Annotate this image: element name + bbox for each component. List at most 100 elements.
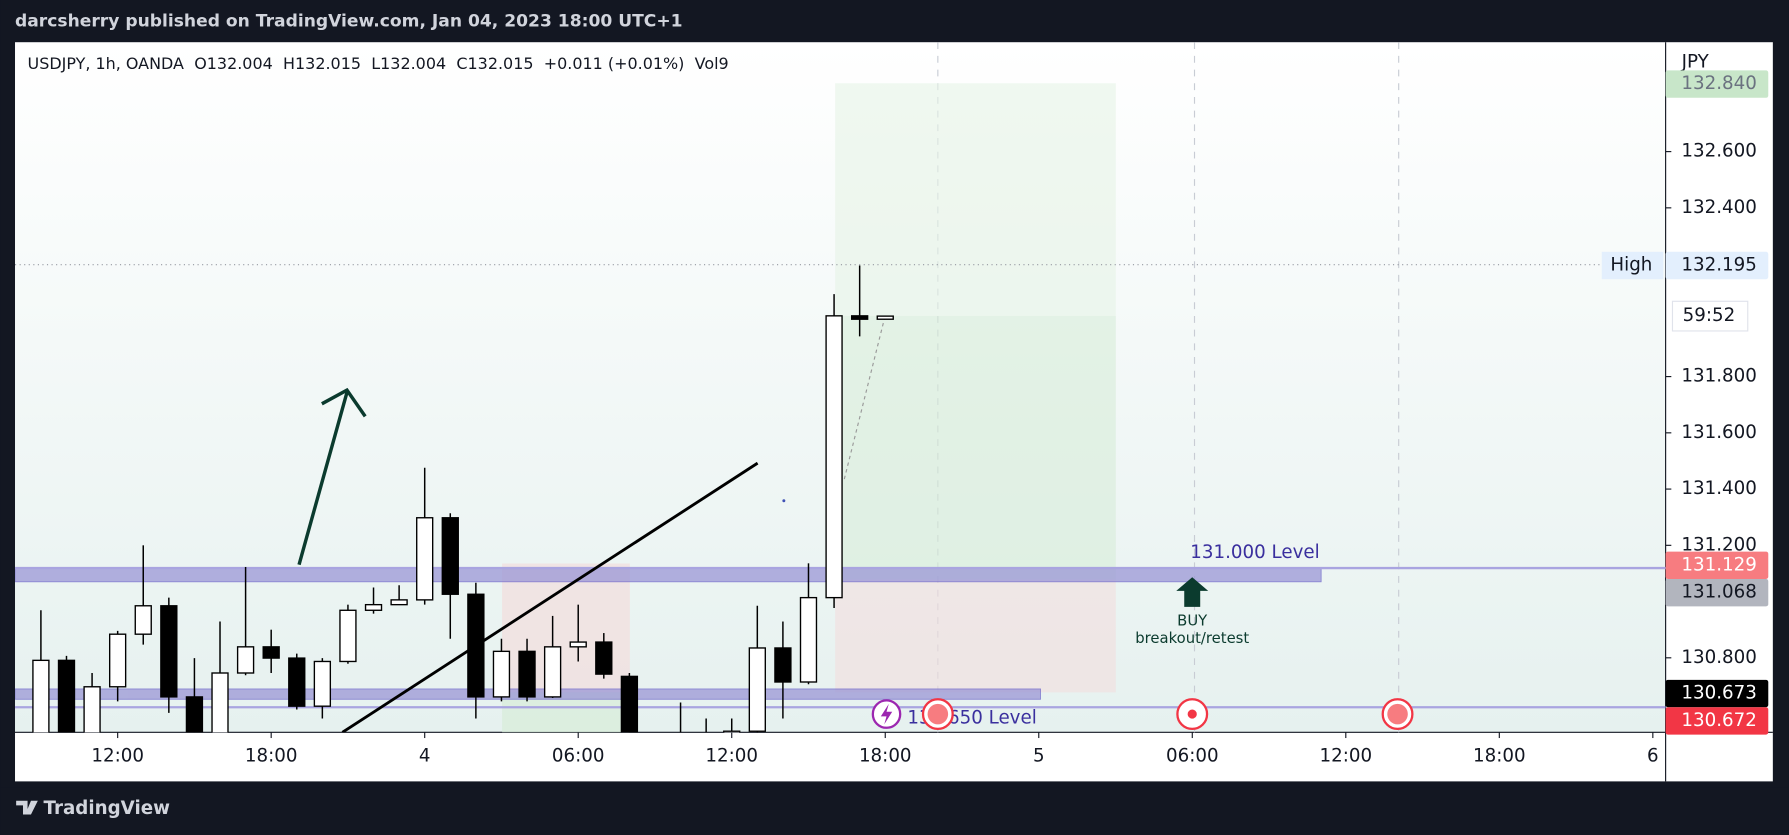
legend-item: L132.004	[371, 53, 446, 72]
x-tick-label: 5	[1033, 745, 1045, 766]
price-label: 131.129	[1681, 554, 1756, 575]
footer-logo: TradingView	[44, 798, 171, 819]
level-band	[15, 567, 1322, 583]
price-label-bg	[1665, 679, 1769, 708]
candle-body	[83, 686, 101, 733]
candle-body	[108, 633, 127, 688]
buy-arrow	[1176, 577, 1209, 607]
candle-body	[262, 646, 280, 659]
price-label-bg	[1665, 707, 1769, 735]
x-tick-label: 06:00	[552, 745, 605, 766]
candle-body	[876, 315, 894, 320]
countdown: 59:52	[1683, 305, 1736, 326]
x-tick-label: 6	[1647, 745, 1659, 766]
candle-body	[390, 599, 408, 606]
y-tick-label: 131.600	[1681, 422, 1756, 443]
price-tag-bg	[1601, 251, 1664, 280]
candle-body	[492, 650, 511, 698]
candle-body	[313, 660, 332, 707]
event-glyph	[1187, 709, 1197, 719]
candle-body	[211, 672, 229, 733]
candle-body	[825, 315, 843, 599]
price-label: 132.840	[1681, 73, 1756, 94]
candle-body	[467, 593, 485, 698]
candle-body	[774, 647, 792, 683]
candle-body	[160, 605, 178, 698]
event-glyph	[927, 703, 949, 725]
legend-item: O132.004	[194, 53, 273, 72]
arrow-head	[321, 387, 367, 418]
legend: USDJPY, 1h, OANDA O132.004 H132.015 L132.00…	[28, 53, 729, 72]
y-tick-label: 131.400	[1681, 478, 1756, 499]
countdown-bg	[1671, 300, 1749, 332]
arrow	[297, 391, 349, 566]
candle-body	[543, 646, 562, 698]
candles	[32, 265, 894, 733]
price-axis	[1665, 42, 1773, 733]
candle-body	[288, 657, 306, 707]
target-zone	[835, 315, 1116, 580]
x-tick-label: 12:00	[91, 745, 144, 766]
candle-body	[416, 517, 434, 601]
legend-item: H132.015	[283, 53, 361, 72]
price-label: 131.068	[1681, 582, 1756, 603]
dot	[782, 499, 786, 503]
price-label: 130.673	[1681, 683, 1756, 704]
y-tick-label: 132.600	[1681, 141, 1756, 162]
projection	[843, 319, 885, 480]
y-tick-label: 131.200	[1681, 534, 1756, 555]
legend-item: C132.015	[456, 53, 533, 72]
level-label: 131.000 Level	[1190, 542, 1319, 563]
candle-body	[569, 641, 587, 648]
y-tick-label: 130.800	[1681, 647, 1756, 668]
y-tick-label: 132.400	[1681, 197, 1756, 218]
candle-body	[748, 647, 766, 732]
buy-label: breakout/retest	[1135, 630, 1249, 647]
target-zone	[835, 83, 1116, 316]
y-tick-label: 131.800	[1681, 366, 1756, 387]
price-label-bg	[1665, 551, 1769, 579]
legend-item: Vol9	[695, 53, 729, 72]
logo-mark	[16, 800, 38, 815]
price-tag: High	[1610, 255, 1652, 276]
price-label-bg	[1665, 578, 1769, 607]
x-tick-label: 4	[419, 745, 431, 766]
candle-body	[518, 650, 536, 698]
candle-body	[850, 315, 869, 320]
x-tick-label: 12:00	[705, 745, 758, 766]
candle-body	[364, 603, 383, 611]
header: darcsherry published on TradingView.com,…	[15, 12, 683, 32]
currency: JPY	[1681, 52, 1710, 73]
candle-body	[441, 517, 459, 595]
x-tick-label: 18:00	[245, 745, 298, 766]
axis-labels: 132.600 132.400 131.800 131.600 131.400 131.2…	[91, 70, 1769, 766]
candle-body	[57, 659, 76, 733]
candle-body	[595, 641, 613, 675]
legend-item: +0.011 (+0.01%)	[544, 53, 685, 72]
event-glyph	[1387, 703, 1408, 725]
price-label: 132.195	[1681, 255, 1756, 276]
candle-body	[134, 605, 152, 635]
x-tick-label: 18:00	[859, 745, 912, 766]
candle-body	[620, 675, 639, 733]
candle-body	[339, 609, 357, 663]
event-glyph	[880, 703, 893, 725]
candle-body	[723, 730, 741, 733]
buy-label: BUY	[1177, 613, 1208, 630]
candle-body	[799, 596, 818, 683]
time-axis	[15, 732, 1773, 782]
x-tick-label: 18:00	[1473, 745, 1526, 766]
price-label-bg	[1665, 251, 1769, 280]
candle-body	[185, 696, 204, 733]
footer	[0, 787, 1789, 835]
x-tick-label: 06:00	[1166, 745, 1219, 766]
trend-line	[341, 461, 759, 733]
candle-body	[236, 646, 255, 674]
x-tick-label: 12:00	[1320, 745, 1373, 766]
price-label-bg	[1665, 70, 1769, 98]
event-icons[interactable]	[871, 698, 1414, 731]
price-label: 130.672	[1681, 710, 1756, 731]
stop-zone	[835, 579, 1116, 693]
